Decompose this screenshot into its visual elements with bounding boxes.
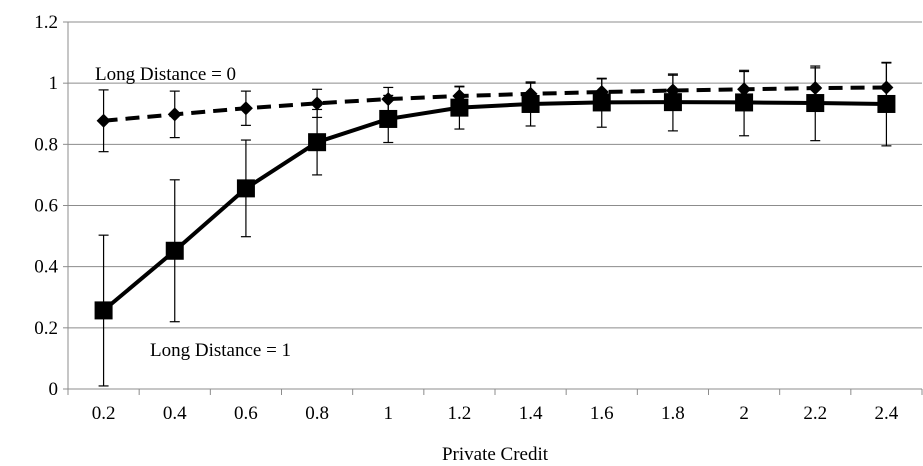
x-tick-label: 1.8: [661, 403, 685, 424]
square-marker: [165, 241, 184, 260]
x-tick-label: 1.6: [590, 403, 614, 424]
square-marker: [877, 94, 896, 113]
series-lines: [102, 85, 887, 312]
diamond-marker: [167, 107, 182, 122]
y-tick-label: 0.2: [34, 318, 58, 339]
x-tick-label: 2.4: [875, 403, 899, 424]
x-tick-label: 0.8: [305, 403, 329, 424]
y-tick-label: 0.6: [34, 196, 58, 217]
x-axis-title: Private Credit: [442, 444, 549, 465]
diamond-marker: [96, 113, 111, 128]
x-tick-label: 1: [384, 403, 394, 424]
x-axis: 0.2 0.4 0.6 0.8 1 1.2 1.4 1.6 1.8 2 2.2 2.4: [67, 388, 923, 424]
x-tick-label: 2: [739, 403, 749, 424]
y-tick-label: 0: [49, 379, 59, 400]
series-line-long-distance-1: [102, 100, 887, 312]
square-marker: [592, 93, 611, 112]
diamond-marker: [310, 96, 325, 111]
square-marker: [806, 94, 825, 113]
square-marker: [308, 133, 327, 152]
square-marker: [379, 109, 398, 128]
diamond-marker: [808, 81, 823, 96]
series-markers: [94, 80, 896, 320]
x-tick-label: 1.4: [519, 403, 543, 424]
gridlines: [68, 21, 922, 329]
x-tick-label: 1.2: [448, 403, 472, 424]
diamond-marker: [737, 82, 752, 97]
x-tick-label: 0.6: [234, 403, 258, 424]
annotation-long-distance-0: Long Distance = 0: [95, 64, 236, 85]
square-marker: [735, 93, 754, 112]
x-tick-label: 0.2: [92, 403, 116, 424]
y-tick-label: 1.2: [34, 12, 58, 33]
square-marker: [663, 93, 682, 112]
diamond-marker: [879, 80, 894, 95]
y-tick-label: 1: [49, 73, 59, 94]
diamond-marker: [381, 92, 396, 107]
y-tick-label: 0.8: [34, 134, 58, 155]
square-marker: [94, 301, 113, 320]
y-tick-label: 0.4: [34, 257, 58, 278]
square-marker: [450, 98, 469, 117]
diamond-marker: [238, 101, 253, 116]
x-tick-label: 0.4: [163, 403, 187, 424]
annotation-long-distance-1: Long Distance = 1: [150, 340, 291, 361]
y-axis: 0 0.2 0.4 0.6 0.8 1 1.2: [34, 12, 69, 400]
square-marker: [521, 94, 540, 113]
x-tick-label: 2.2: [803, 403, 827, 424]
square-marker: [236, 179, 255, 198]
